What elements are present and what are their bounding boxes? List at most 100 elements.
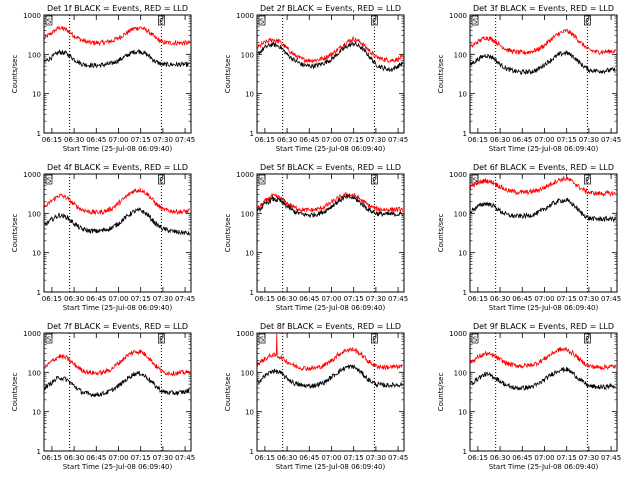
plot-frame <box>43 14 192 134</box>
events-series-line <box>44 370 190 398</box>
x-tick-label: 07:15 <box>557 454 577 462</box>
chart-panel: Det 4f BLACK = Events, RED = LLD 1 10 100 10… <box>11 163 195 312</box>
x-tick-label: 06:15 <box>42 136 62 144</box>
interval-marker-label: S <box>47 336 52 344</box>
interval-marker-label: S <box>473 336 478 344</box>
y-tick-label: 1000 <box>236 12 254 20</box>
lld-series-line <box>257 35 403 64</box>
x-axis-label: Start Time (25-Jul-08 06:09:40) <box>63 463 173 471</box>
y-tick-label: 10 <box>458 250 467 258</box>
y-tick-label: 100 <box>454 210 467 218</box>
x-tick-label: 07:00 <box>321 136 341 144</box>
interval-marker-box <box>471 15 479 26</box>
x-tick-label: 07:30 <box>579 136 599 144</box>
x-tick-label: 07:00 <box>534 454 554 462</box>
interval-marker-label: S <box>47 177 52 185</box>
y-tick-label: 10 <box>32 91 41 99</box>
y-tick-label: 1 <box>463 448 467 456</box>
y-tick-label: 100 <box>454 51 467 59</box>
chart-title: Det 3f BLACK = Events, RED = LLD <box>473 4 614 13</box>
interval-marker-label: E <box>159 177 163 185</box>
interval-marker-box <box>471 333 479 344</box>
x-tick-label: 07:30 <box>153 295 173 303</box>
x-tick-label: 07:00 <box>534 136 554 144</box>
chart-title: Det 6f BLACK = Events, RED = LLD <box>473 163 614 172</box>
x-tick-label: 06:30 <box>277 295 297 303</box>
chart-panel: Det 9f BLACK = Events, RED = LLD 1 10 100 10… <box>437 322 621 471</box>
y-tick-label: 1000 <box>449 330 467 338</box>
plot-frame <box>469 14 618 134</box>
interval-marker-label: S <box>260 177 265 185</box>
interval-marker-box <box>158 174 165 185</box>
interval-marker-box <box>158 15 165 26</box>
y-tick-label: 1 <box>37 289 41 297</box>
interval-marker-label: E <box>372 177 376 185</box>
x-tick-label: 07:15 <box>131 454 151 462</box>
x-tick-label: 06:15 <box>42 454 62 462</box>
interval-marker-box <box>45 333 53 344</box>
x-tick-label: 07:15 <box>344 295 364 303</box>
interval-marker-box <box>371 174 378 185</box>
x-tick-label: 06:45 <box>512 136 532 144</box>
interval-marker-label: E <box>585 18 589 26</box>
x-axis-label: Start Time (25-Jul-08 06:09:40) <box>276 304 386 312</box>
chart-title: Det 7f BLACK = Events, RED = LLD <box>47 322 188 331</box>
y-tick-label: 100 <box>241 369 254 377</box>
plot-frame <box>43 173 192 293</box>
x-tick-label: 07:00 <box>108 136 128 144</box>
interval-marker-box <box>584 333 591 344</box>
events-series-line <box>470 197 616 223</box>
x-tick-label: 07:30 <box>366 454 386 462</box>
x-tick-label: 06:30 <box>64 295 84 303</box>
y-axis-label: Counts/sec <box>437 373 445 412</box>
x-tick-label: 06:15 <box>255 136 275 144</box>
interval-marker-box <box>258 15 266 26</box>
x-axis-label: Start Time (25-Jul-08 06:09:40) <box>489 463 599 471</box>
y-tick-label: 10 <box>32 250 41 258</box>
y-tick-label: 1000 <box>449 171 467 179</box>
x-tick-label: 07:45 <box>388 295 408 303</box>
chart-panel: Det 5f BLACK = Events, RED = LLD 1 10 100 10… <box>224 163 408 312</box>
chart-title: Det 8f BLACK = Events, RED = LLD <box>260 322 401 331</box>
x-tick-label: 07:30 <box>153 454 173 462</box>
plot-frame <box>256 173 405 293</box>
y-tick-label: 1000 <box>236 171 254 179</box>
lld-series-line <box>44 187 190 216</box>
events-series-line <box>470 50 616 76</box>
plot-frame <box>256 332 405 452</box>
y-tick-label: 100 <box>28 51 41 59</box>
y-axis-label: Counts/sec <box>437 55 445 94</box>
x-tick-label: 06:30 <box>64 136 84 144</box>
plot-frame <box>256 14 405 134</box>
x-tick-label: 07:15 <box>131 295 151 303</box>
lld-series-line <box>257 192 403 214</box>
interval-marker-box <box>584 15 591 26</box>
lld-series-line <box>44 349 190 377</box>
x-tick-label: 06:15 <box>468 454 488 462</box>
y-tick-label: 100 <box>28 210 41 218</box>
chart-title: Det 4f BLACK = Events, RED = LLD <box>47 163 188 172</box>
interval-marker-box <box>158 333 165 344</box>
lld-series-line <box>257 332 403 372</box>
interval-marker-label: E <box>585 177 589 185</box>
interval-marker-label: E <box>159 18 163 26</box>
x-tick-label: 06:15 <box>255 454 275 462</box>
x-tick-label: 06:45 <box>512 295 532 303</box>
x-tick-label: 07:45 <box>175 454 195 462</box>
plot-frame <box>43 332 192 452</box>
x-tick-label: 07:00 <box>321 295 341 303</box>
y-tick-label: 1 <box>250 448 254 456</box>
y-axis-label: Counts/sec <box>224 373 232 412</box>
y-axis-label: Counts/sec <box>11 373 19 412</box>
x-axis-label: Start Time (25-Jul-08 06:09:40) <box>489 304 599 312</box>
events-series-line <box>257 363 403 390</box>
x-tick-label: 07:15 <box>344 136 364 144</box>
y-tick-label: 1000 <box>23 330 41 338</box>
interval-marker-label: E <box>372 18 376 26</box>
chart-panel: Det 8f BLACK = Events, RED = LLD 1 10 100 10… <box>224 322 408 471</box>
interval-marker-box <box>371 15 378 26</box>
y-tick-label: 10 <box>245 91 254 99</box>
plot-frame <box>469 173 618 293</box>
interval-marker-label: S <box>260 18 265 26</box>
y-tick-label: 1000 <box>23 171 41 179</box>
